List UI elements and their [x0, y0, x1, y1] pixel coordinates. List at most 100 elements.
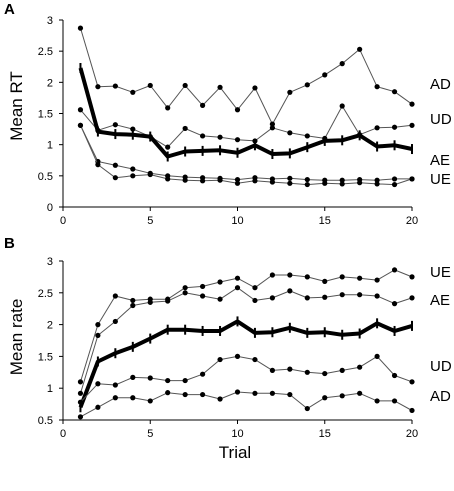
p1-point-ue	[339, 274, 345, 280]
p0-point-ad	[339, 61, 345, 67]
p1-point-ue	[252, 285, 258, 291]
x-axis-title-b: Trial	[219, 443, 251, 462]
p1-point-ue	[200, 283, 206, 290]
p0-series-label-ue: UE	[430, 171, 451, 188]
p0-point-ad	[234, 107, 241, 113]
p0-point-ue	[287, 180, 293, 186]
p0-point-ue	[112, 175, 118, 181]
p1-point-ad	[77, 414, 84, 420]
p1-series-label-ue: UE	[430, 264, 451, 281]
p0-series-label-ad: AD	[430, 76, 451, 93]
panel-b: B Mean rate Trial 0.5 1 1.5 2 2.5 3 0 5 10 15 20 UE…	[4, 235, 452, 462]
p0-y-tick-label: 0	[47, 202, 53, 214]
p1-series-line-ae	[80, 287, 413, 394]
p1-point-ue	[182, 285, 188, 291]
p1-series-line-ud	[80, 355, 413, 403]
p0-point-ue	[165, 176, 171, 182]
p1-x-tick-label: 10	[231, 428, 243, 440]
p0-point-ud	[269, 125, 275, 131]
p0-point-ae	[130, 166, 136, 172]
p1-x-tick-label: 0	[60, 428, 66, 440]
p0-point-ad	[147, 82, 153, 89]
p0-point-ud	[217, 134, 223, 140]
p1-point-ad	[391, 398, 398, 404]
p1-point-ud	[357, 364, 363, 370]
p0-series-line-ae	[80, 125, 412, 181]
p0-point-ud	[409, 122, 415, 128]
p0-x-tick-label: 20	[406, 215, 418, 227]
p0-series-label-ud: UD	[430, 111, 452, 128]
p0-point-ue	[200, 178, 206, 184]
p1-y-tick-label: 2.5	[38, 288, 53, 300]
p0-point-ud	[165, 144, 171, 150]
p0-point-ud	[182, 125, 188, 132]
p0-point-ud	[374, 125, 380, 131]
p0-point-ae	[112, 162, 118, 168]
p0-point-ad	[409, 101, 415, 107]
p1-point-ud	[234, 353, 241, 359]
p1-point-ad	[339, 393, 345, 399]
panel-letter-b: B	[4, 235, 15, 252]
p0-series-line-ue	[80, 125, 413, 186]
p1-point-ae	[304, 295, 310, 301]
p1-point-ue	[357, 275, 363, 281]
p1-point-ad	[182, 391, 188, 398]
p0-y-tick-label: 2	[47, 77, 53, 89]
p1-point-ud	[339, 367, 345, 373]
p0-series-label-ae: AE	[430, 152, 450, 169]
p1-point-ae	[357, 292, 363, 298]
p1-point-ud	[287, 366, 293, 372]
p0-point-ae	[374, 177, 380, 183]
p0-x-tick-label: 5	[147, 215, 153, 227]
p1-point-ae	[339, 292, 345, 298]
p1-point-ad	[304, 405, 310, 412]
p0-point-ue	[374, 181, 380, 187]
p1-point-ud	[95, 381, 101, 387]
p1-point-ad	[200, 391, 206, 398]
p0-point-ud	[287, 130, 293, 136]
p0-point-ue	[130, 173, 136, 179]
p1-point-ud	[112, 382, 118, 388]
p1-point-ae	[95, 332, 101, 339]
p1-point-ud	[269, 367, 275, 373]
p1-point-ae	[409, 295, 415, 301]
p1-point-ue	[269, 272, 275, 278]
p1-point-ad	[252, 390, 258, 396]
p1-point-ae	[391, 301, 398, 307]
p0-point-ad	[217, 84, 223, 90]
p1-point-ud	[322, 370, 328, 377]
p0-series-line-ad	[80, 27, 413, 125]
p0-point-ad	[182, 82, 188, 89]
p1-point-ud	[409, 379, 415, 385]
p1-point-ue	[391, 267, 398, 273]
p0-point-ud	[200, 133, 206, 139]
p1-point-ud	[200, 371, 206, 377]
p0-point-ud	[77, 107, 84, 113]
p0-y-tick-label: 3	[47, 15, 53, 27]
p1-y-tick-label: 1	[47, 383, 53, 395]
p1-point-ae	[322, 294, 328, 300]
p1-point-ad	[287, 391, 293, 398]
p1-point-ue	[77, 379, 84, 385]
p0-y-tick-label: 0.5	[38, 171, 53, 183]
p1-point-ad	[165, 390, 171, 396]
p1-point-ad	[357, 390, 363, 396]
p0-point-ad	[322, 72, 328, 78]
p1-point-ae	[200, 293, 206, 299]
p1-point-ad	[112, 395, 118, 401]
p0-x-tick-label: 0	[60, 215, 66, 227]
p1-point-ue	[374, 277, 380, 283]
p1-point-ud	[391, 372, 398, 379]
p1-point-ud	[165, 377, 171, 384]
p1-point-ad	[95, 404, 101, 410]
p1-point-ae	[217, 296, 223, 302]
p0-point-ue	[252, 178, 258, 184]
p0-point-ae	[339, 177, 345, 183]
p1-point-ad	[217, 396, 223, 402]
p0-point-ue	[95, 162, 101, 168]
p0-point-ue	[182, 177, 188, 183]
p0-point-ad	[269, 121, 275, 127]
p1-x-tick-label: 15	[319, 428, 331, 440]
p1-x-tick-label: 20	[406, 428, 418, 440]
p0-y-tick-label: 1.5	[38, 109, 53, 121]
